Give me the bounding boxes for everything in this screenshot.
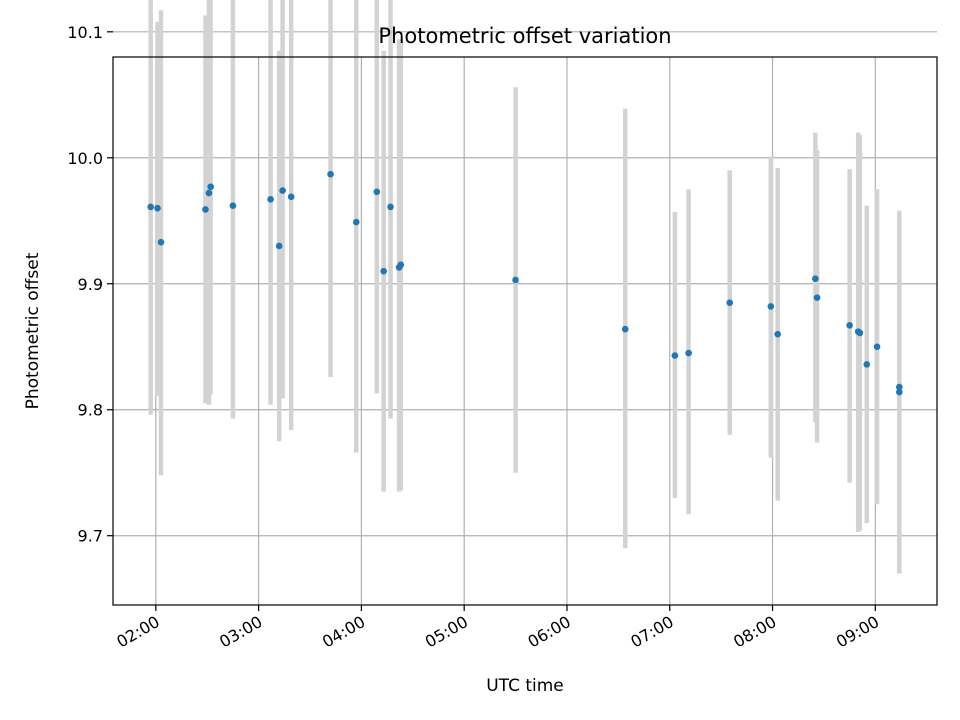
data-point [671, 352, 679, 359]
data-point [352, 218, 360, 226]
data-point [774, 330, 781, 338]
error-bars [148, 0, 902, 574]
data-point [397, 261, 405, 269]
data-point [863, 361, 871, 368]
data-point [812, 275, 819, 283]
data-point [767, 303, 775, 310]
data-point [205, 189, 213, 197]
data-point [267, 196, 274, 203]
data-point [275, 242, 283, 250]
grid [113, 31, 937, 605]
x-tick-label: 05:00 [422, 612, 471, 652]
data-point [147, 203, 154, 211]
data-point [202, 206, 209, 213]
y-tick-label: 9.9 [78, 275, 103, 294]
x-tick-label: 08:00 [730, 612, 779, 652]
y-axis-label: Photometric offset [23, 252, 43, 409]
data-point [373, 188, 381, 196]
y-tick-label: 9.8 [78, 401, 103, 420]
y-tick-label: 10.0 [67, 149, 103, 168]
y-tick-label: 10.1 [67, 23, 103, 42]
data-point [279, 187, 286, 194]
data-point [685, 349, 692, 357]
x-tick-label: 03:00 [216, 612, 265, 652]
x-tick-label: 04:00 [319, 612, 368, 652]
data-point [512, 276, 519, 284]
data-point [157, 238, 165, 246]
plot-frame [112, 56, 938, 606]
data-point [387, 203, 394, 211]
data-point [229, 202, 237, 209]
data-point [813, 294, 821, 301]
x-tick-label: 02:00 [113, 612, 162, 652]
data-point [896, 383, 903, 391]
data-point [287, 193, 295, 201]
data-point [327, 170, 334, 178]
y-tick-label: 9.7 [78, 527, 103, 546]
data-point [873, 343, 881, 351]
data-point [726, 299, 734, 306]
x-axis-label: UTC time [486, 676, 564, 696]
chart-title: Photometric offset variation [378, 24, 671, 48]
data-point [856, 329, 864, 337]
data-point [207, 183, 214, 191]
x-tick-label: 07:00 [627, 612, 676, 652]
x-tick-label: 09:00 [833, 612, 882, 652]
data-point [896, 388, 903, 396]
data-point [846, 322, 853, 329]
ticks: 02:00 03:00 04:00 05:00 06:00 07:00 08:00 09:00… [67, 23, 882, 652]
data-points [147, 170, 903, 396]
data-point [621, 325, 629, 333]
data-point [380, 267, 387, 275]
x-tick-label: 06:00 [525, 612, 574, 652]
data-point [154, 204, 161, 212]
